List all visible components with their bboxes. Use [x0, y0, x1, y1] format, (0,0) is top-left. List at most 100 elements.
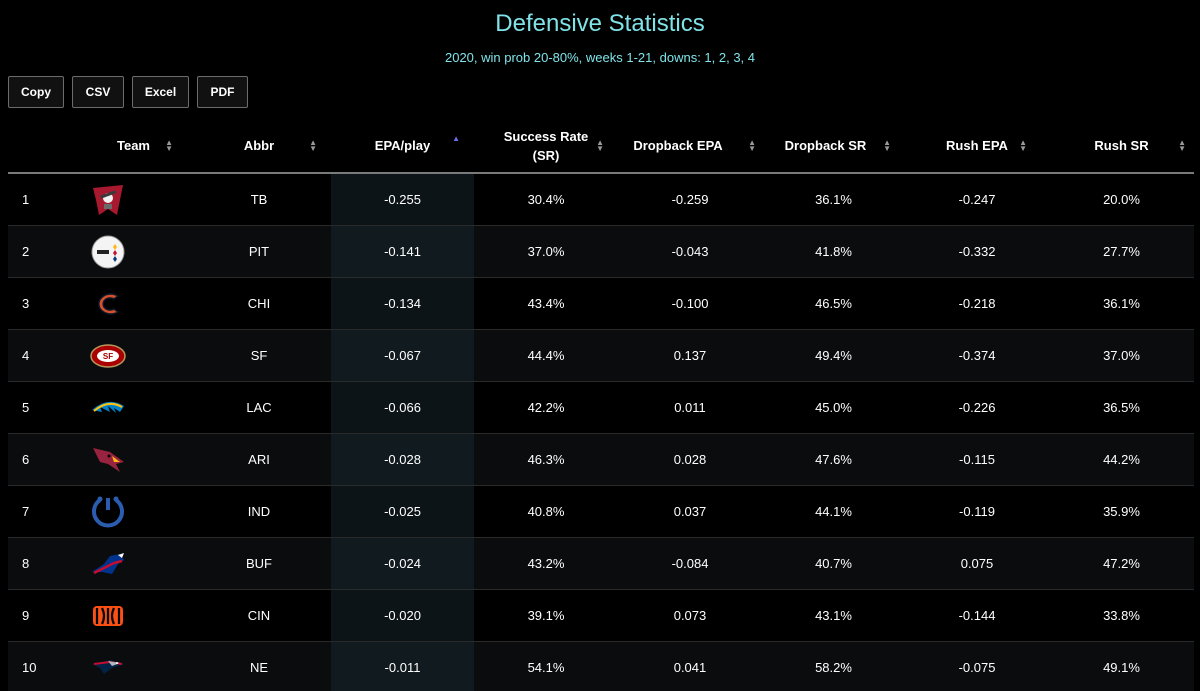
- abbr-cell: BUF: [187, 537, 331, 590]
- header-row: Team ▲▼ Abbr ▲▼ EPA/play ▲▼ Success Rate…: [8, 120, 1194, 174]
- dropback-sr-header[interactable]: Dropback SR ▲ ▼: [762, 120, 905, 174]
- table-row: 9 CIN -0.020 39.1% 0.073 43.1% -0.144 33…: [8, 589, 1194, 642]
- excel-button[interactable]: Excel: [132, 76, 189, 108]
- abbr-header[interactable]: Abbr ▲ ▼: [187, 120, 331, 174]
- 49ers-logo-icon: SF: [90, 343, 126, 368]
- dropback-epa-cell: 0.137: [618, 329, 762, 382]
- sort-icon: ▲ ▼: [883, 138, 891, 153]
- rush-sr-cell: 36.1%: [1049, 277, 1194, 330]
- rush-epa-header-label: Rush EPA: [946, 138, 1008, 154]
- dropback-epa-cell: 0.011: [618, 381, 762, 434]
- sr-cell: 44.4%: [474, 329, 618, 382]
- rush-epa-cell: -0.115: [905, 433, 1049, 486]
- epa-cell: -0.028: [331, 433, 474, 486]
- abbr-cell: PIT: [187, 225, 331, 278]
- sort-icon: ▲ ▼: [596, 138, 604, 153]
- dropback-epa-cell: 0.073: [618, 589, 762, 642]
- dropback-epa-cell: -0.043: [618, 225, 762, 278]
- csv-button[interactable]: CSV: [72, 76, 124, 108]
- rank-cell: 6: [8, 433, 80, 486]
- sort-ascending-icon: ▲▼: [452, 134, 460, 143]
- sr-cell: 43.4%: [474, 277, 618, 330]
- sort-icon: ▲ ▼: [1019, 138, 1027, 153]
- sort-icon: ▲ ▼: [1178, 138, 1186, 153]
- rush-epa-cell: -0.332: [905, 225, 1049, 278]
- sr-cell: 54.1%: [474, 641, 618, 691]
- dropback-epa-cell: -0.100: [618, 277, 762, 330]
- abbr-cell: ARI: [187, 433, 331, 486]
- team-header[interactable]: Team ▲ ▼: [80, 120, 187, 174]
- table-row: 10 NE -0.011 54.1% 0.041 58.2% -0.075 49…: [8, 641, 1194, 691]
- sr-cell: 42.2%: [474, 381, 618, 434]
- table-row: 2 PIT -0.141 37.0% -0.043 41.8% -0.332: [8, 225, 1194, 278]
- abbr-cell: TB: [187, 173, 331, 226]
- abbr-cell: SF: [187, 329, 331, 382]
- buccaneers-logo-icon: [93, 184, 123, 215]
- chargers-logo-icon: [92, 401, 124, 413]
- team-logo-cell: [80, 381, 187, 434]
- rush-sr-cell: 35.9%: [1049, 485, 1194, 538]
- dropback-sr-cell: 58.2%: [762, 641, 905, 691]
- rush-epa-cell: -0.218: [905, 277, 1049, 330]
- team-header-label: Team: [117, 138, 150, 154]
- colts-logo-icon: [92, 496, 124, 527]
- success-rate-header[interactable]: Success Rate (SR) ▲ ▼: [474, 120, 618, 174]
- sr-cell: 30.4%: [474, 173, 618, 226]
- epa-cell: -0.024: [331, 537, 474, 590]
- rush-sr-header[interactable]: Rush SR ▲ ▼: [1049, 120, 1194, 174]
- epa-cell: -0.067: [331, 329, 474, 382]
- abbr-cell: CHI: [187, 277, 331, 330]
- bengals-logo-icon: [93, 605, 123, 626]
- rush-sr-cell: 47.2%: [1049, 537, 1194, 590]
- dropback-epa-cell: -0.259: [618, 173, 762, 226]
- copy-button[interactable]: Copy: [8, 76, 64, 108]
- rank-cell: 2: [8, 225, 80, 278]
- dropback-sr-cell: 46.5%: [762, 277, 905, 330]
- dropback-sr-cell: 47.6%: [762, 433, 905, 486]
- table-row: 7 IND -0.025 40.8% 0.037 44.1% -0.119 35…: [8, 485, 1194, 538]
- rush-sr-cell: 27.7%: [1049, 225, 1194, 278]
- sr-cell: 46.3%: [474, 433, 618, 486]
- team-logo-cell: [80, 173, 187, 226]
- bills-logo-icon: [92, 552, 124, 574]
- rush-epa-cell: -0.226: [905, 381, 1049, 434]
- epa-play-header[interactable]: EPA/play ▲▼: [331, 120, 474, 174]
- dropback-sr-cell: 45.0%: [762, 381, 905, 434]
- export-toolbar: Copy CSV Excel PDF: [8, 76, 256, 108]
- rush-epa-cell: -0.075: [905, 641, 1049, 691]
- rank-cell: 10: [8, 641, 80, 691]
- svg-text:SF: SF: [103, 352, 113, 361]
- rush-sr-cell: 49.1%: [1049, 641, 1194, 691]
- patriots-logo-icon: [92, 659, 124, 674]
- epa-cell: -0.255: [331, 173, 474, 226]
- table-row: 8 BUF -0.024 43.2% -0.084 40.7% 0.075 47…: [8, 537, 1194, 590]
- dropback-sr-cell: 44.1%: [762, 485, 905, 538]
- dropback-epa-cell: 0.037: [618, 485, 762, 538]
- team-logo-cell: SF: [80, 329, 187, 382]
- dropback-epa-header[interactable]: Dropback EPA ▲ ▼: [618, 120, 762, 174]
- success-rate-header-sublabel: (SR): [532, 148, 560, 163]
- rush-sr-cell: 44.2%: [1049, 433, 1194, 486]
- abbr-cell: LAC: [187, 381, 331, 434]
- rush-epa-header[interactable]: Rush EPA ▲ ▼: [905, 120, 1049, 174]
- rush-sr-cell: 36.5%: [1049, 381, 1194, 434]
- pdf-button[interactable]: PDF: [197, 76, 248, 108]
- sr-cell: 43.2%: [474, 537, 618, 590]
- defensive-stats-table: Team ▲▼ Abbr ▲▼ EPA/play ▲▼ Success Rate…: [8, 120, 1194, 691]
- rush-epa-cell: 0.075: [905, 537, 1049, 590]
- steelers-logo-icon: [91, 235, 125, 268]
- epa-cell: -0.020: [331, 589, 474, 642]
- sort-icon: ▲ ▼: [309, 138, 317, 153]
- rank-cell: 9: [8, 589, 80, 642]
- table-row: 3 CHI -0.134 43.4% -0.100 46.5% -0.218 3…: [8, 277, 1194, 330]
- dropback-sr-header-label: Dropback SR: [784, 138, 867, 154]
- dropback-sr-cell: 49.4%: [762, 329, 905, 382]
- team-logo-cell: [80, 433, 187, 486]
- rank-cell: 7: [8, 485, 80, 538]
- dropback-epa-header-label: Dropback EPA: [633, 138, 723, 154]
- rush-sr-cell: 33.8%: [1049, 589, 1194, 642]
- team-logo-cell: [80, 537, 187, 590]
- table-row: 1 TB -0.255 30.4% -0.259 36.1% -0.247 20…: [8, 173, 1194, 226]
- page-subtitle: 2020, win prob 20-80%, weeks 1-21, downs…: [444, 50, 756, 65]
